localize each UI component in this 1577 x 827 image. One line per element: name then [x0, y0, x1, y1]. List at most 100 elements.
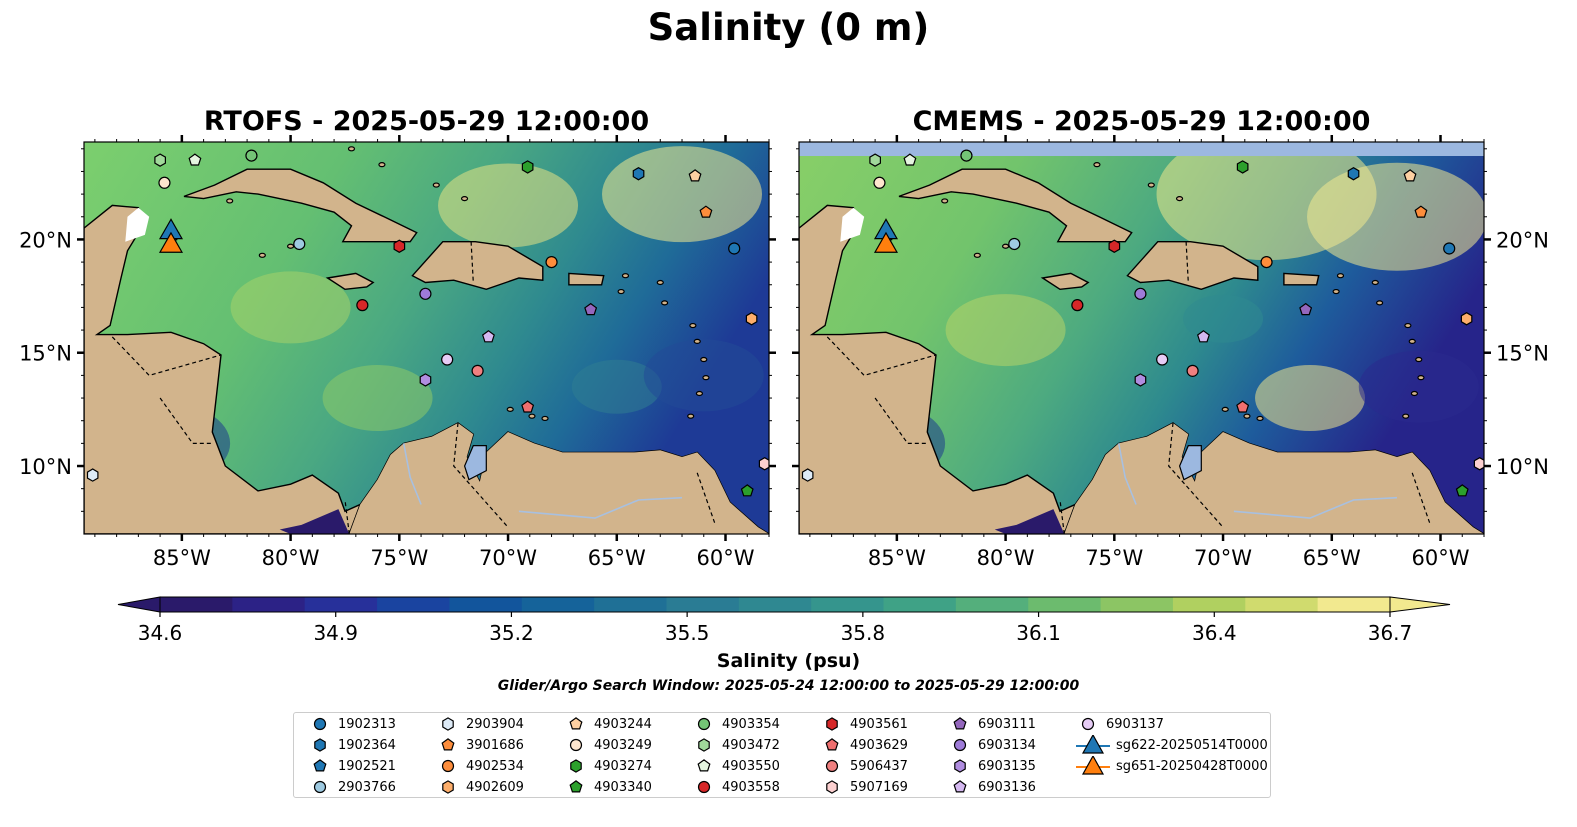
island	[693, 338, 701, 344]
marker-4903244	[688, 169, 702, 182]
missing-data-band	[799, 142, 1484, 156]
lat-tick-label: 15°N	[1496, 342, 1549, 366]
legend-circle-marker-icon	[825, 759, 839, 773]
colorbar-segment	[738, 597, 812, 612]
legend-hexagon-marker-icon	[954, 759, 966, 773]
legend-item: 4902534	[436, 756, 524, 776]
salinity-eddy	[1255, 365, 1366, 432]
marker-4903550	[188, 153, 202, 166]
colorbar-tick-label: 35.5	[665, 621, 710, 640]
lon-tick-label: 85°W	[153, 546, 211, 570]
masked-area	[840, 207, 865, 242]
colorbar-label: Salinity (psu)	[716, 650, 861, 672]
island	[1221, 406, 1229, 412]
legend-item: 6903134	[948, 735, 1036, 755]
legend-item: 4903340	[564, 777, 652, 797]
legend-label: 4902609	[466, 779, 524, 795]
island	[661, 300, 669, 306]
salinity-eddy	[643, 339, 764, 412]
lon-tick-label: 75°W	[370, 546, 428, 570]
legend-item: 1902364	[308, 735, 396, 755]
marker-4903629	[1236, 400, 1250, 413]
legend-item: 4903472	[692, 735, 780, 755]
land-south-america-fill	[1064, 423, 1484, 534]
legend-triangle-marker-icon	[1076, 735, 1110, 754]
lon-tick-label: 80°W	[977, 546, 1035, 570]
island	[1371, 279, 1379, 286]
masked-area	[125, 207, 150, 242]
lon-tick-label: 65°W	[588, 546, 646, 570]
island	[258, 252, 266, 258]
country-border	[1411, 472, 1431, 523]
island	[1093, 162, 1101, 168]
legend-label: 1902364	[338, 737, 396, 753]
panel-title-rtofs: RTOFS - 2025-05-29 12:00:00	[203, 106, 650, 137]
legend-pentagon-marker-icon	[569, 717, 583, 730]
land-cuba	[183, 168, 418, 243]
marker-4902534	[1260, 255, 1273, 269]
marker-1902364	[632, 167, 645, 181]
legend-pentagon-marker-icon	[697, 759, 711, 772]
island	[941, 198, 949, 204]
country-border	[826, 336, 937, 377]
marker-4903561	[1108, 239, 1121, 253]
river	[1233, 496, 1398, 519]
land-centralAmerica	[84, 204, 362, 534]
legend-circle-marker-icon	[697, 717, 711, 731]
legend-item: 6903111	[948, 714, 1036, 734]
legend-label: 5906437	[850, 758, 908, 774]
legend-item: 2903904	[436, 714, 524, 734]
salinity-eddy	[602, 146, 763, 243]
colorbar-segment	[521, 597, 595, 612]
island	[1256, 415, 1264, 422]
legend-item: 4903354	[692, 714, 780, 734]
marker-5907169	[758, 457, 769, 471]
colorbar-segment	[1100, 597, 1174, 612]
colorbar-segment	[377, 597, 450, 612]
marker-4903244	[1403, 169, 1417, 182]
legend-hexagon-marker-icon	[442, 780, 454, 794]
marker-6903137	[441, 353, 454, 366]
legend-label: 2903904	[466, 716, 524, 732]
legend-item: 6903135	[948, 756, 1036, 776]
legend-label: 4903561	[850, 716, 908, 732]
island	[460, 196, 469, 202]
legend-item: sg651-20250428T0000	[1076, 756, 1268, 776]
legend-label: 6903111	[978, 716, 1036, 732]
legend-label: 4903472	[722, 737, 780, 753]
legend-item: 1902521	[308, 756, 396, 776]
legend-label: 6903136	[978, 779, 1036, 795]
legend-item: 1902313	[308, 714, 396, 734]
legend-circle-marker-icon	[313, 780, 327, 794]
legend-label: 4903354	[722, 716, 780, 732]
salinity-eddy	[1183, 294, 1264, 343]
marker-3901686	[699, 205, 713, 218]
salinity-eddy	[1307, 162, 1484, 271]
figure-canvas: 85°W 80°W 75°W 70°W 65°W 60°W 20°N 15°N 10°N 85°W…	[19, 135, 1549, 640]
island	[347, 146, 356, 152]
marker-2903766	[293, 237, 306, 251]
colorbar-segment	[449, 597, 523, 612]
marker-2903904	[801, 468, 814, 482]
marker-4903340	[740, 484, 754, 497]
country-border	[111, 336, 222, 377]
lon-tick-label: 70°W	[1194, 546, 1252, 570]
colorbar-segment	[811, 597, 885, 612]
legend-label: 4903629	[850, 737, 908, 753]
colorbar-tick-label: 34.9	[313, 621, 358, 640]
marker-6903135	[1134, 373, 1147, 387]
river	[1117, 443, 1137, 505]
map-rtofs	[84, 142, 769, 534]
legend-circle-marker-icon	[441, 759, 455, 773]
legend-pentagon-marker-icon	[953, 717, 967, 730]
land-jamaica	[325, 272, 375, 291]
country-border	[1059, 499, 1065, 534]
legend-item: 4903561	[820, 714, 908, 734]
marker-4902609	[745, 312, 758, 326]
salinity-eddy	[322, 365, 433, 432]
country-border	[344, 499, 350, 534]
island	[621, 273, 630, 279]
map-frame	[798, 141, 1485, 535]
colorbar-frame	[159, 596, 1391, 613]
island	[695, 390, 704, 397]
